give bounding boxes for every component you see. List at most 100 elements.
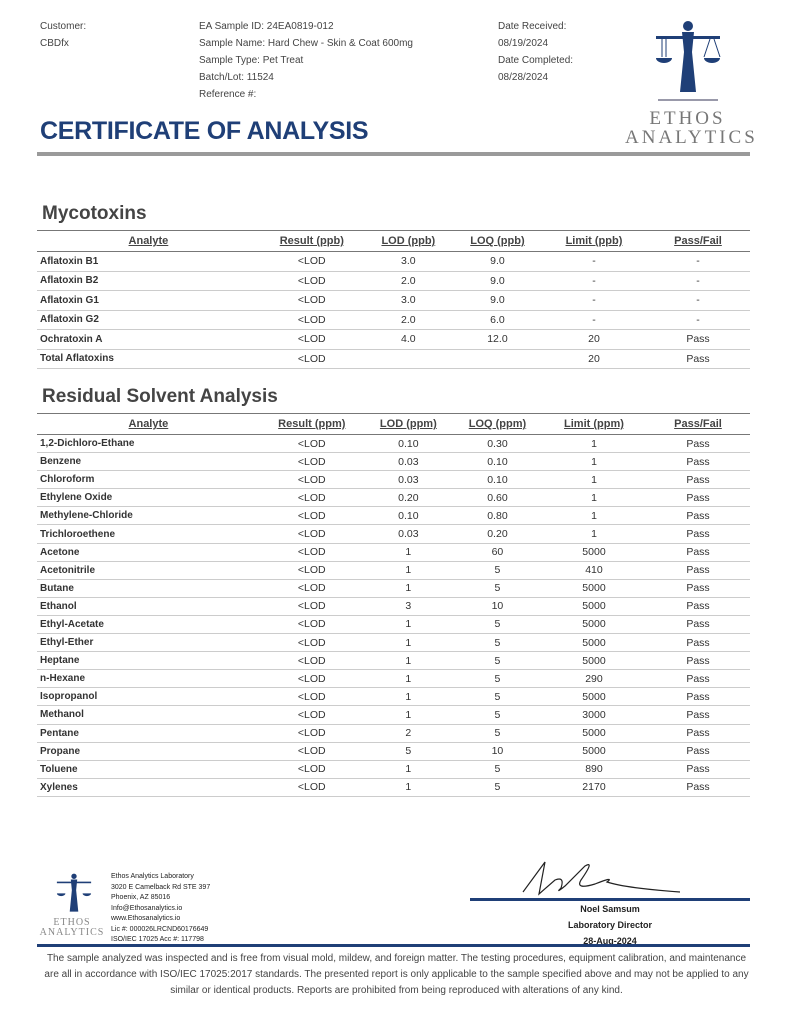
lab-line: Lic #: 000026LRCND60176649	[111, 925, 209, 933]
table-row: Heptane <LOD 1 5 5000 Pass	[37, 651, 750, 671]
page-title: CERTIFICATE OF ANALYSIS	[40, 117, 369, 145]
lab-line: ISO/IEC 17025 Acc #: 117798	[111, 936, 204, 943]
table-cell: 5000	[542, 543, 646, 562]
scales-of-justice-icon	[655, 21, 720, 101]
table-row: Acetone <LOD 1 60 5000 Pass	[37, 543, 750, 562]
table-cell: Aflatoxin G1	[37, 290, 260, 311]
sign-date: 28-Aug-2024	[583, 936, 637, 946]
table-cell: <LOD	[259, 669, 364, 689]
table-cell: 0.10	[452, 452, 542, 472]
table-cell: 5	[452, 561, 542, 580]
table-cell: <LOD	[259, 724, 364, 743]
footer-logo-top: ETHOS	[53, 917, 91, 928]
table-cell: Acetonitrile	[37, 561, 260, 580]
table-cell: 10	[452, 742, 542, 761]
table-cell: <LOD	[259, 470, 364, 490]
table-cell: 20	[542, 329, 646, 350]
table-row: Ochratoxin A <LOD 4.0 12.0 20 Pass	[37, 329, 750, 350]
table-cell: 1	[363, 760, 453, 779]
table-cell: Pass	[645, 488, 750, 508]
table-row: Butane <LOD 1 5 5000 Pass	[37, 579, 750, 598]
table-cell: Butane	[37, 579, 260, 598]
table-cell: 1	[542, 452, 646, 472]
mycotoxins-table: Analyte Result (ppb) LOD (ppb) LOQ (ppb) Lim…	[37, 230, 750, 369]
table-cell: 5	[452, 705, 542, 725]
column-header: LOQ (ppm)	[452, 413, 542, 435]
column-header: Pass/Fail	[645, 413, 750, 435]
table-cell: <LOD	[259, 742, 364, 761]
table-row: Ethyl-Ether <LOD 1 5 5000 Pass	[37, 633, 750, 653]
table-cell: Methanol	[37, 705, 260, 725]
column-header: Analyte	[37, 230, 260, 252]
table-cell: Pass	[645, 633, 750, 653]
footer-logo-text: ETHOS ANALYTICS	[36, 918, 108, 938]
table-cell: <LOD	[259, 687, 364, 707]
table-cell: 5	[452, 687, 542, 707]
table-cell: 5000	[542, 687, 646, 707]
table-cell: 1	[363, 579, 453, 598]
table-cell: Pass	[645, 597, 750, 616]
table-cell: 0.30	[452, 434, 542, 454]
table-cell	[363, 349, 453, 369]
column-header: Pass/Fail	[645, 230, 750, 252]
sample-name: Sample Name: Hard Chew - Skin & Coat 600…	[199, 38, 413, 49]
table-cell: Pass	[645, 705, 750, 725]
table-cell: -	[542, 290, 646, 311]
table-cell: 4.0	[363, 329, 453, 350]
table-cell: 9.0	[452, 290, 542, 311]
table-row: Methanol <LOD 1 5 3000 Pass	[37, 705, 750, 725]
table-cell: 5	[452, 724, 542, 743]
table-cell: Pass	[645, 778, 750, 797]
table-cell: Pass	[645, 724, 750, 743]
table-cell: 0.60	[452, 488, 542, 508]
table-cell: Ethylene Oxide	[37, 488, 260, 508]
lab-line: Phoenix, AZ 85016	[111, 894, 171, 901]
table-cell: -	[542, 271, 646, 291]
table-cell: 60	[452, 543, 542, 562]
table-cell: Aflatoxin B1	[37, 251, 260, 272]
table-cell: 1	[363, 687, 453, 707]
table-cell: <LOD	[259, 651, 364, 671]
table-cell: 0.80	[452, 506, 542, 526]
customer-info: Customer: CBDfx	[40, 18, 86, 52]
sample-info: EA Sample ID: 24EA0819-012 Sample Name: …	[199, 18, 413, 103]
table-cell: Pass	[645, 524, 750, 544]
table-cell: 0.10	[363, 434, 453, 454]
table-cell: Toluene	[37, 760, 260, 779]
table-cell: 1	[363, 778, 453, 797]
table-cell: <LOD	[259, 633, 364, 653]
table-cell: 5000	[542, 724, 646, 743]
table-cell: 1	[363, 669, 453, 689]
column-header: LOQ (ppb)	[452, 230, 542, 252]
solvents-heading: Residual Solvent Analysis	[42, 386, 278, 407]
table-cell: 3.0	[363, 290, 453, 311]
table-cell: 0.20	[363, 488, 453, 508]
table-cell: Acetone	[37, 543, 260, 562]
lab-line: 3020 E Camelback Rd STE 397	[111, 883, 211, 891]
table-row: Aflatoxin G1 <LOD 3.0 9.0- -	[37, 290, 750, 311]
table-row: Aflatoxin B2 <LOD 2.0 9.0- -	[37, 271, 750, 291]
table-cell: Pass	[645, 452, 750, 472]
table-cell: Propane	[37, 742, 260, 761]
table-cell: 5000	[542, 597, 646, 616]
table-cell: <LOD	[259, 506, 364, 526]
table-cell: 5	[452, 778, 542, 797]
table-cell: Aflatoxin B2	[37, 271, 260, 291]
table-row: Pentane <LOD 2 5 5000 Pass	[37, 724, 750, 743]
table-cell: 5	[452, 760, 542, 779]
table-cell: 5	[452, 615, 542, 635]
table-cell: <LOD	[259, 579, 364, 598]
table-cell: 5	[452, 651, 542, 671]
table-cell: 1	[363, 651, 453, 671]
table-cell: <LOD	[259, 452, 364, 472]
table-cell: 9.0	[452, 271, 542, 291]
table-cell: 3	[363, 597, 453, 616]
table-cell: <LOD	[259, 434, 364, 454]
table-cell: 1	[542, 434, 646, 454]
column-header: Result (ppm)	[259, 413, 364, 435]
logo-text-top: ETHOS	[649, 108, 726, 129]
column-header: LOD (ppb)	[363, 230, 453, 252]
table-cell: <LOD	[259, 290, 364, 311]
table-cell: <LOD	[259, 561, 364, 580]
